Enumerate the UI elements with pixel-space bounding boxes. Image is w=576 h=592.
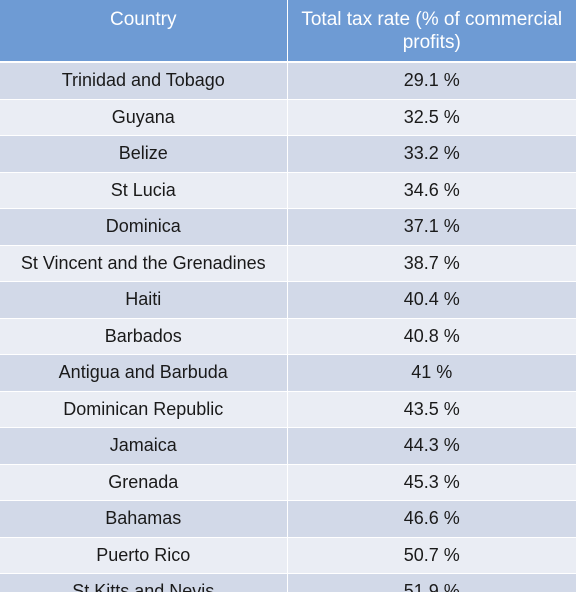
table-row: Barbados 40.8 % (0, 318, 576, 355)
country-cell: St Kitts and Nevis (0, 573, 288, 592)
table-row: Trinidad and Tobago 29.1 % (0, 62, 576, 100)
tax-rate-cell: 44.3 % (287, 427, 576, 465)
table-row: Puerto Rico 50.7 % (0, 537, 576, 574)
table-row: Dominican Republic 43.5 % (0, 391, 576, 428)
tax-rate-cell: 45.3 % (287, 464, 576, 501)
country-cell: Trinidad and Tobago (0, 62, 288, 100)
table-row: St Vincent and the Grenadines 38.7 % (0, 245, 576, 282)
table-row: Jamaica 44.3 % (0, 427, 576, 465)
tax-rate-cell: 40.4 % (287, 281, 576, 319)
table-row: Antigua and Barbuda 41 % (0, 354, 576, 392)
country-column-header: Country (0, 0, 288, 63)
country-cell: Antigua and Barbuda (0, 354, 288, 392)
country-cell: Haiti (0, 281, 288, 319)
country-cell: Jamaica (0, 427, 288, 465)
country-cell: Guyana (0, 99, 288, 136)
tax-rate-cell: 38.7 % (287, 245, 576, 282)
tax-rate-cell: 29.1 % (287, 62, 576, 100)
tax-rate-cell: 34.6 % (287, 172, 576, 209)
table-row: St Lucia 34.6 % (0, 172, 576, 209)
country-cell: Barbados (0, 318, 288, 355)
table-row: Guyana 32.5 % (0, 99, 576, 136)
tax-rate-cell: 32.5 % (287, 99, 576, 136)
tax-rate-cell: 51.9 % (287, 573, 576, 592)
table-body: Trinidad and Tobago 29.1 % Guyana 32.5 % Bel… (0, 62, 576, 592)
header-row: Country Total tax rate (% of commercial … (0, 0, 576, 63)
tax-rate-cell: 40.8 % (287, 318, 576, 355)
country-cell: Puerto Rico (0, 537, 288, 574)
table-row: Bahamas 46.6 % (0, 500, 576, 538)
tax-rate-cell: 43.5 % (287, 391, 576, 428)
table-row: Dominica 37.1 % (0, 208, 576, 246)
country-cell: Belize (0, 135, 288, 173)
country-cell: St Vincent and the Grenadines (0, 245, 288, 282)
table-row: Haiti 40.4 % (0, 281, 576, 319)
table-row: St Kitts and Nevis 51.9 % (0, 573, 576, 592)
country-cell: Bahamas (0, 500, 288, 538)
tax-rate-column-header: Total tax rate (% of commercial profits) (287, 0, 576, 63)
tax-rate-cell: 33.2 % (287, 135, 576, 173)
tax-rate-cell: 50.7 % (287, 537, 576, 574)
tax-rate-cell: 41 % (287, 354, 576, 392)
country-cell: Dominica (0, 208, 288, 246)
country-cell: Dominican Republic (0, 391, 288, 428)
table-row: Belize 33.2 % (0, 135, 576, 173)
tax-rate-cell: 46.6 % (287, 500, 576, 538)
country-cell: Grenada (0, 464, 288, 501)
table-header: Country Total tax rate (% of commercial … (0, 0, 576, 63)
country-cell: St Lucia (0, 172, 288, 209)
table-row: Grenada 45.3 % (0, 464, 576, 501)
tax-rate-cell: 37.1 % (287, 208, 576, 246)
